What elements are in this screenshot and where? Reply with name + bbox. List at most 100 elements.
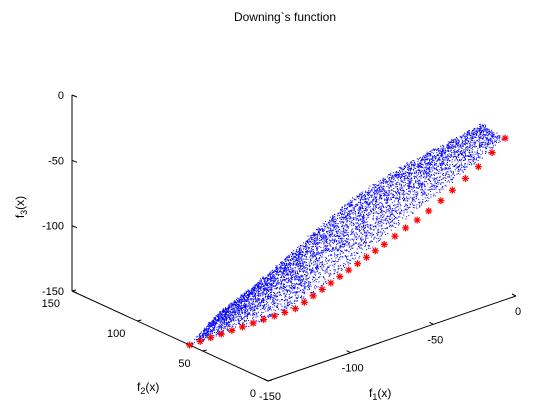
cloud-point	[299, 284, 301, 286]
cloud-point	[363, 241, 365, 243]
cloud-point	[331, 217, 333, 219]
cloud-point	[323, 235, 325, 237]
cloud-point	[307, 273, 309, 275]
cloud-point	[192, 342, 194, 344]
cloud-point	[430, 158, 432, 160]
cloud-point	[364, 200, 366, 202]
cloud-point	[484, 135, 486, 137]
cloud-point	[304, 274, 305, 276]
cloud-point	[423, 183, 425, 185]
cloud-point	[252, 292, 254, 294]
cloud-point	[346, 217, 348, 219]
cloud-point	[288, 301, 290, 303]
cloud-point	[403, 173, 405, 175]
cloud-point	[241, 311, 243, 313]
cloud-point	[357, 228, 358, 230]
cloud-point	[437, 183, 439, 185]
cloud-point	[366, 234, 368, 236]
cloud-point	[408, 164, 410, 166]
cloud-point	[278, 294, 280, 296]
cloud-point	[315, 252, 317, 254]
cloud-point	[207, 322, 209, 324]
cloud-point	[347, 213, 348, 215]
cloud-point	[198, 336, 200, 338]
cloud-point	[469, 149, 470, 151]
cloud-point	[483, 136, 485, 138]
cloud-point	[452, 147, 454, 149]
cloud-point	[335, 219, 337, 221]
cloud-point	[322, 233, 324, 235]
cloud-point	[324, 263, 326, 265]
cloud-point	[301, 282, 303, 284]
cloud-point	[342, 211, 343, 213]
cloud-point	[255, 307, 257, 309]
cloud-point	[222, 316, 224, 318]
cloud-point	[409, 186, 411, 188]
cloud-point	[475, 146, 477, 147]
cloud-point	[269, 273, 271, 275]
cloud-point	[401, 209, 402, 211]
cloud-point	[442, 159, 444, 161]
cloud-point	[342, 244, 344, 246]
cloud-point	[335, 226, 337, 228]
cloud-point	[370, 224, 372, 226]
cloud-point	[374, 222, 376, 224]
cloud-point	[252, 290, 254, 292]
cloud-point	[452, 144, 454, 146]
cloud-point	[311, 249, 313, 251]
cloud-point	[335, 246, 337, 248]
cloud-point	[237, 306, 238, 307]
cloud-point	[208, 330, 210, 332]
cloud-point	[227, 311, 229, 313]
cloud-point	[390, 181, 391, 183]
cloud-point	[312, 232, 314, 234]
cloud-point	[239, 305, 241, 307]
cloud-point	[448, 176, 450, 177]
cloud-point	[436, 178, 438, 180]
cloud-point	[240, 308, 242, 310]
cloud-point	[408, 173, 410, 175]
cloud-point	[323, 276, 324, 278]
cloud-point	[420, 177, 422, 179]
cloud-point	[253, 291, 255, 293]
cloud-point	[375, 183, 377, 185]
cloud-point	[408, 206, 410, 208]
cloud-point	[293, 257, 295, 259]
cloud-point	[311, 251, 313, 253]
cloud-point	[444, 151, 446, 153]
cloud-point	[461, 154, 463, 155]
cloud-point	[471, 150, 473, 152]
cloud-point	[227, 326, 229, 328]
cloud-point	[492, 135, 494, 137]
cloud-point	[319, 258, 321, 260]
cloud-point	[329, 270, 331, 271]
cloud-point	[376, 190, 378, 192]
cloud-point	[371, 228, 373, 230]
cloud-point	[409, 172, 411, 173]
cloud-point	[230, 302, 232, 304]
cloud-point	[308, 268, 310, 270]
cloud-point	[472, 132, 474, 134]
cloud-point	[378, 220, 380, 222]
cloud-point	[414, 164, 416, 166]
cloud-point	[433, 179, 435, 181]
cloud-point	[342, 207, 343, 209]
cloud-point	[305, 246, 307, 248]
cloud-point	[356, 252, 358, 253]
cloud-point	[482, 138, 484, 140]
cloud-point	[238, 307, 240, 309]
cloud-point	[424, 159, 426, 161]
cloud-point	[355, 225, 357, 227]
cloud-point	[419, 163, 421, 165]
cloud-point	[329, 250, 331, 252]
cloud-point	[317, 232, 319, 234]
cloud-point	[304, 261, 306, 263]
cloud-point	[464, 139, 466, 141]
cloud-point	[454, 151, 456, 153]
cloud-point	[463, 155, 465, 157]
cloud-point	[409, 183, 411, 185]
cloud-point	[334, 263, 336, 265]
cloud-point	[298, 256, 300, 258]
cloud-point	[407, 176, 409, 177]
cloud-point	[247, 305, 249, 307]
